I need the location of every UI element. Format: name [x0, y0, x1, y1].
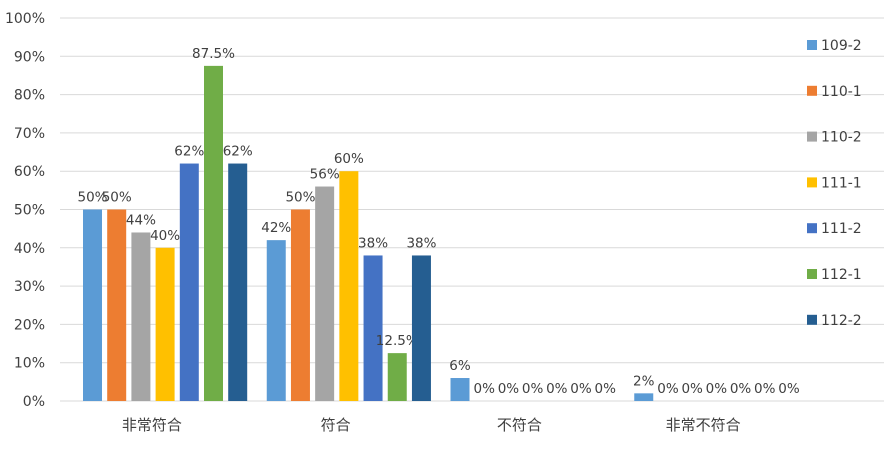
- data-label: 60%: [334, 151, 364, 167]
- data-label: 0%: [498, 381, 520, 397]
- legend-label: 111-1: [821, 175, 862, 191]
- y-tick-label: 70%: [14, 126, 45, 142]
- y-tick-label: 50%: [14, 203, 45, 219]
- y-tick-label: 0%: [23, 394, 45, 410]
- legend-swatch: [807, 314, 817, 325]
- x-category-label: 非常不符合: [666, 416, 741, 434]
- x-category-label: 非常符合: [122, 416, 182, 434]
- legend-label: 111-2: [821, 221, 862, 237]
- data-label: 0%: [546, 381, 568, 397]
- data-label: 0%: [570, 381, 592, 397]
- data-label: 0%: [657, 381, 679, 397]
- bar-109-2-1: [266, 240, 286, 401]
- data-label: 0%: [681, 381, 703, 397]
- bar-111-1-0: [155, 247, 175, 401]
- bar-112-1-0: [204, 65, 223, 401]
- bar-109-2-2: [450, 378, 470, 401]
- y-tick-label: 10%: [14, 356, 45, 372]
- legend-swatch: [807, 177, 817, 188]
- data-label: 2%: [633, 373, 655, 389]
- data-label: 0%: [730, 381, 752, 397]
- bar-111-1-1: [339, 171, 359, 401]
- bar-112-2-1: [411, 255, 431, 401]
- data-label: 50%: [285, 190, 315, 206]
- bar-110-2-0: [131, 232, 151, 401]
- data-label: 38%: [406, 235, 436, 251]
- data-label: 0%: [754, 381, 776, 397]
- legend-swatch: [807, 85, 817, 96]
- legend-label: 110-1: [821, 84, 862, 100]
- x-category-label: 符合: [321, 416, 351, 434]
- data-label: 6%: [449, 358, 471, 374]
- data-label: 0%: [778, 381, 800, 397]
- data-label: 50%: [77, 190, 107, 206]
- data-label: 0%: [594, 381, 616, 397]
- legend-swatch: [807, 40, 817, 50]
- x-category-label: 不符合: [497, 416, 542, 434]
- y-tick-label: 40%: [14, 241, 45, 257]
- data-label: 0%: [706, 381, 728, 397]
- legend-label: 110-2: [821, 130, 862, 146]
- data-label: 42%: [261, 220, 291, 236]
- bar-112-1-1: [387, 353, 407, 401]
- data-label: 50%: [102, 190, 132, 206]
- data-label: 62%: [174, 144, 204, 160]
- y-tick-label: 30%: [14, 279, 45, 295]
- y-tick-label: 20%: [14, 317, 45, 333]
- legend-label: 112-2: [821, 313, 862, 329]
- bar-111-2-1: [363, 255, 383, 401]
- bar-110-2-1: [315, 186, 335, 401]
- data-label: 12.5%: [376, 333, 419, 349]
- legend-label: 109-2: [821, 38, 862, 54]
- legend-label: 112-1: [821, 267, 862, 283]
- bar-109-2-3: [634, 393, 654, 401]
- y-tick-label: 100%: [5, 11, 45, 27]
- bar-110-1-0: [107, 209, 127, 401]
- data-label: 40%: [150, 228, 180, 244]
- y-tick-label: 90%: [14, 49, 45, 65]
- data-label: 44%: [126, 212, 156, 228]
- bar-112-2-0: [228, 163, 248, 401]
- y-tick-label: 60%: [14, 164, 45, 180]
- data-label: 0%: [522, 381, 544, 397]
- legend-swatch: [807, 223, 817, 234]
- data-label: 62%: [223, 144, 253, 160]
- y-tick-label: 80%: [14, 88, 45, 104]
- bar-111-2-0: [179, 163, 199, 401]
- bar-110-1-1: [290, 209, 310, 401]
- legend-swatch: [807, 269, 817, 279]
- data-label: 38%: [358, 235, 388, 251]
- legend-swatch: [807, 131, 817, 142]
- data-label: 56%: [310, 167, 340, 183]
- data-label: 87.5%: [192, 46, 235, 62]
- bar-109-2-0: [83, 209, 102, 401]
- data-label: 0%: [473, 381, 495, 397]
